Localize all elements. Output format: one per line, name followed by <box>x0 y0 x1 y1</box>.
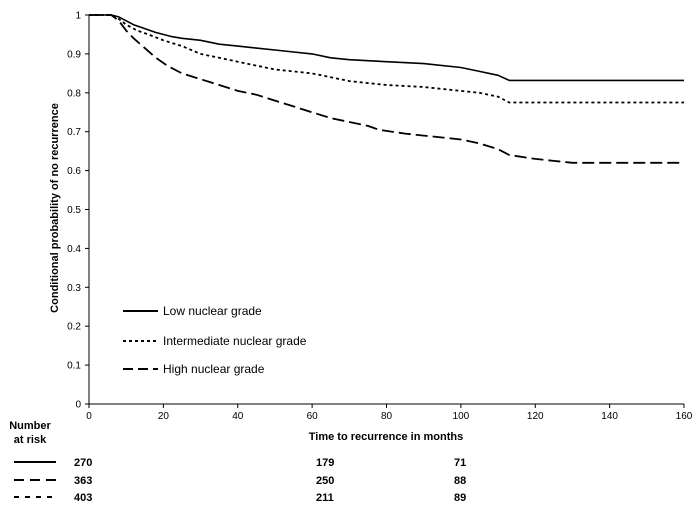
risk-count: 403 <box>74 492 92 504</box>
y-tick-label: 0 <box>75 400 81 411</box>
x-tick-label: 40 <box>232 411 244 422</box>
risk-count: 270 <box>74 457 92 469</box>
risk-count: 250 <box>316 475 334 487</box>
x-tick-label: 100 <box>453 411 470 422</box>
series-layer <box>89 14 684 164</box>
number-at-risk-rows: 270 179 71 363 250 88 403 211 89 <box>14 457 466 504</box>
number-at-risk-label-line1: Number <box>9 420 51 432</box>
y-tick-label: 0.3 <box>67 283 81 294</box>
y-axis-title: Conditional probability of no recurrence <box>49 103 61 313</box>
number-at-risk-table: Number at risk 270 179 71 363 250 88 403 211 89 <box>9 420 466 504</box>
x-tick-label: 0 <box>86 411 92 422</box>
y-tick-label: 0.1 <box>67 361 81 372</box>
y-tick-label: 0.4 <box>67 244 81 255</box>
x-axis-title: Time to recurrence in months <box>309 431 463 443</box>
y-tick-label: 0.8 <box>67 88 81 99</box>
x-tick-label: 20 <box>158 411 170 422</box>
legend-label: Intermediate nuclear grade <box>163 334 307 348</box>
x-tick-label: 80 <box>381 411 393 422</box>
legend-label: High nuclear grade <box>163 362 265 376</box>
legend: Low nuclear grade Intermediate nuclear gr… <box>123 304 307 376</box>
x-tick-label: 120 <box>527 411 544 422</box>
risk-count: 211 <box>316 492 334 504</box>
x-tick-label: 160 <box>676 411 693 422</box>
plot-area: 0 0.1 0.2 0.3 0.4 0.5 0.6 0.7 0.8 0.9 1 0 20 40 60 80 1… <box>67 11 693 423</box>
y-tick-label: 0.2 <box>67 322 81 333</box>
number-at-risk-label-line2: at risk <box>14 434 47 446</box>
legend-label: Low nuclear grade <box>163 304 262 318</box>
risk-count: 89 <box>454 492 466 504</box>
y-tick-label: 0.7 <box>67 127 81 138</box>
y-tick-label: 0.5 <box>67 205 81 216</box>
risk-count: 71 <box>454 457 466 469</box>
risk-count: 179 <box>316 457 334 469</box>
risk-count: 88 <box>454 475 466 487</box>
x-tick-label: 60 <box>307 411 319 422</box>
x-tick-label: 140 <box>601 411 618 422</box>
x-axis-ticks: 0 20 40 60 80 100 120 140 160 <box>86 404 693 422</box>
series-line-low-nuclear-grade <box>89 14 684 82</box>
y-tick-label: 1 <box>75 11 81 22</box>
series-line-intermediate-nuclear-grade <box>89 14 684 104</box>
y-axis-ticks: 0 0.1 0.2 0.3 0.4 0.5 0.6 0.7 0.8 0.9 1 <box>67 11 89 411</box>
y-tick-label: 0.9 <box>67 49 81 60</box>
series-line-high-nuclear-grade <box>89 14 684 164</box>
y-tick-label: 0.6 <box>67 166 81 177</box>
risk-count: 363 <box>74 475 92 487</box>
